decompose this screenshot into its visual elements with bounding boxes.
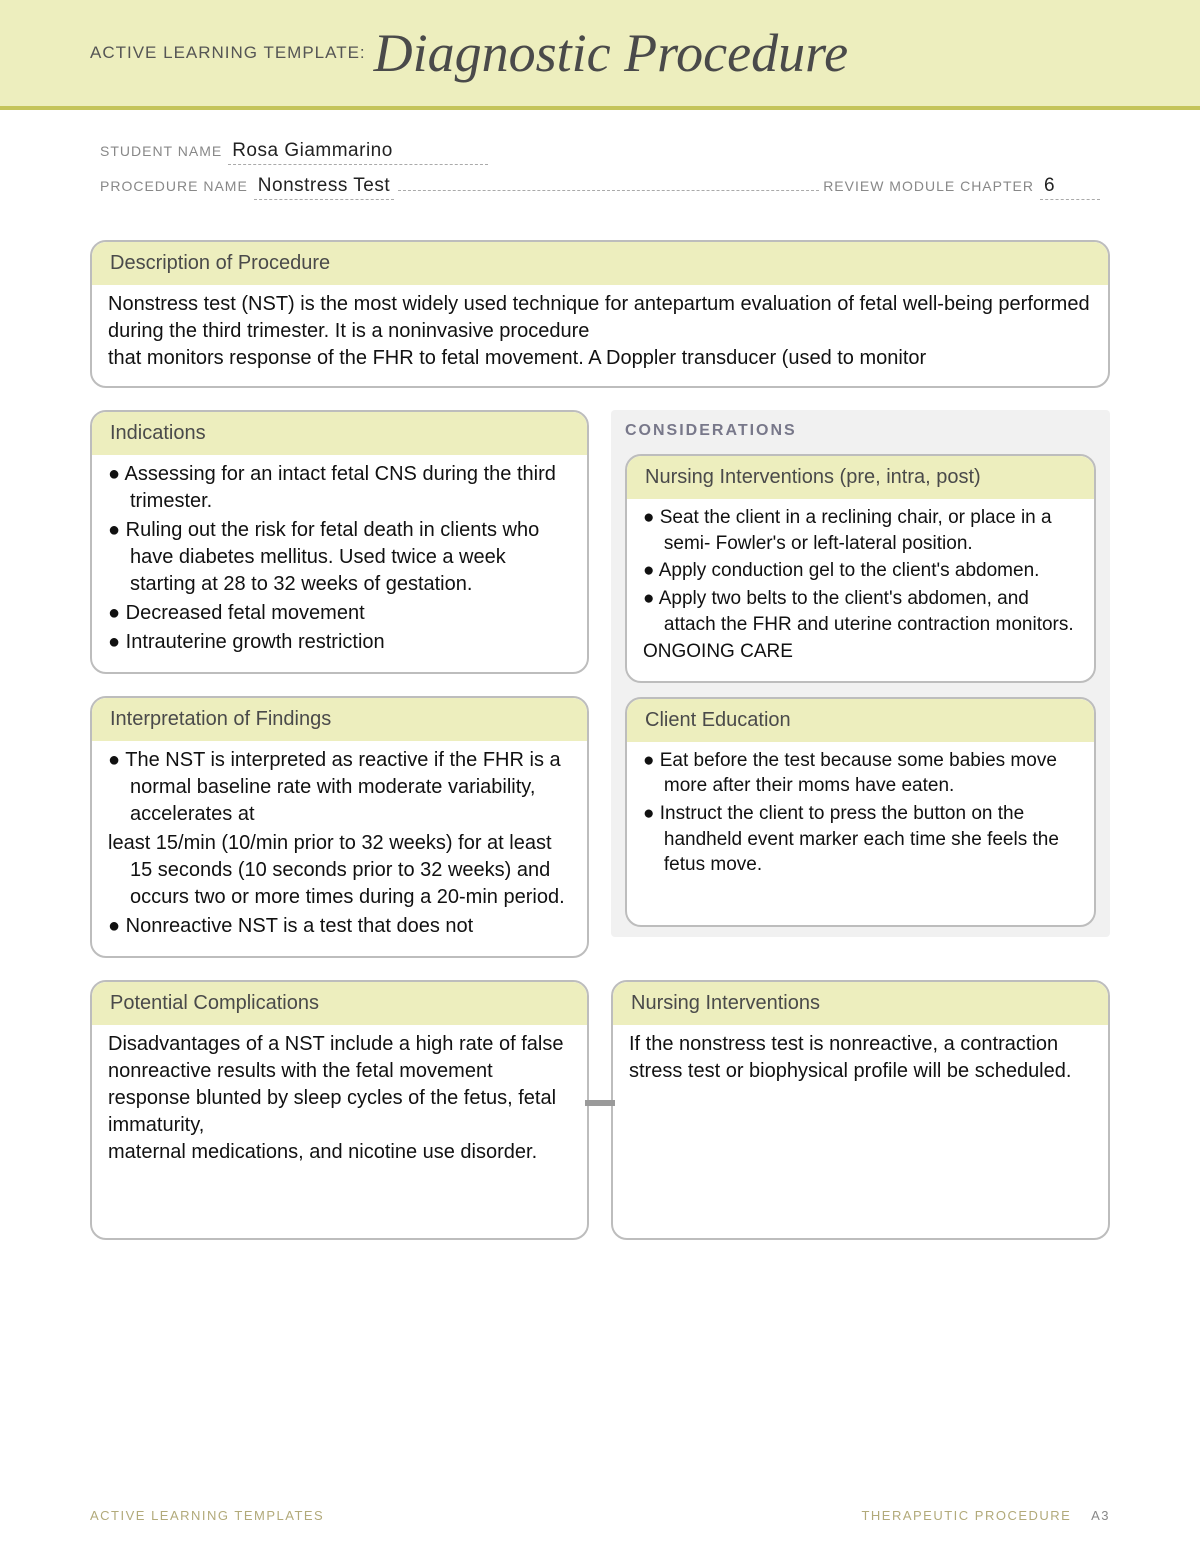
description-box: Description of Procedure Nonstress test …	[90, 240, 1110, 388]
nursing-pre-item: ONGOING CARE	[643, 639, 1078, 665]
nursing-pre-item: ● Apply conduction gel to the client's a…	[643, 558, 1078, 584]
nursing-int-body: If the nonstress test is nonreactive, a …	[613, 1025, 1108, 1099]
bottom-row: Potential Complications Disadvantages of…	[90, 980, 1110, 1262]
description-title: Description of Procedure	[92, 242, 1108, 285]
nursing-int-title: Nursing Interventions	[613, 982, 1108, 1025]
right-column: CONSIDERATIONS Nursing Interventions (pr…	[611, 410, 1110, 980]
bottom-left: Potential Complications Disadvantages of…	[90, 980, 589, 1262]
footer-right: THERAPEUTIC PROCEDURE A3	[861, 1508, 1110, 1523]
nursing-pre-title: Nursing Interventions (pre, intra, post)	[627, 456, 1094, 499]
complications-box: Potential Complications Disadvantages of…	[90, 980, 589, 1240]
interpretation-body: ● The NST is interpreted as reactive if …	[92, 741, 587, 956]
left-column: Indications ● Assessing for an intact fe…	[90, 410, 589, 980]
client-ed-box: Client Education ● Eat before the test b…	[625, 697, 1096, 927]
interpretation-title: Interpretation of Findings	[92, 698, 587, 741]
fill-line	[398, 176, 819, 191]
interpretation-item: least 15/min (10/min prior to 32 weeks) …	[108, 830, 571, 911]
chapter-label: REVIEW MODULE CHAPTER	[823, 178, 1034, 194]
page-footer: ACTIVE LEARNING TEMPLATES THERAPEUTIC PR…	[0, 1508, 1200, 1523]
nursing-pre-body: ● Seat the client in a reclining chair, …	[627, 499, 1094, 681]
middle-columns: Indications ● Assessing for an intact fe…	[90, 410, 1110, 980]
considerations-label: CONSIDERATIONS	[625, 422, 1096, 440]
client-ed-item: ● Eat before the test because some babie…	[643, 748, 1078, 799]
complications-text: Disadvantages of a NST include a high ra…	[108, 1033, 563, 1163]
client-ed-item: ● Instruct the client to press the butto…	[643, 801, 1078, 878]
interpretation-box: Interpretation of Findings ● The NST is …	[90, 696, 589, 958]
description-body: Nonstress test (NST) is the most widely …	[92, 285, 1108, 386]
bottom-right: Nursing Interventions If the nonstress t…	[611, 980, 1110, 1262]
student-name-row: STUDENT NAME Rosa Giammarino	[100, 140, 1100, 165]
indications-item: ● Assessing for an intact fetal CNS duri…	[108, 461, 571, 515]
procedure-name-value[interactable]: Nonstress Test	[254, 175, 394, 200]
footer-left: ACTIVE LEARNING TEMPLATES	[90, 1508, 324, 1523]
indications-item: ● Decreased fetal movement	[108, 600, 571, 627]
procedure-name-label: PROCEDURE NAME	[100, 178, 248, 194]
header-band: ACTIVE LEARNING TEMPLATE: Diagnostic Pro…	[0, 0, 1200, 110]
indications-item: ● Ruling out the risk for fetal death in…	[108, 517, 571, 598]
chapter-value[interactable]: 6	[1040, 175, 1100, 200]
indications-body: ● Assessing for an intact fetal CNS duri…	[92, 455, 587, 672]
header-prefix: ACTIVE LEARNING TEMPLATE:	[90, 43, 366, 63]
complications-title: Potential Complications	[92, 982, 587, 1025]
footer-page: A3	[1091, 1508, 1110, 1523]
nursing-int-box: Nursing Interventions If the nonstress t…	[611, 980, 1110, 1240]
student-name-value[interactable]: Rosa Giammarino	[228, 140, 488, 165]
indications-item: ● Intrauterine growth restriction	[108, 629, 571, 656]
footer-right-text: THERAPEUTIC PROCEDURE	[861, 1508, 1071, 1523]
interpretation-item: ● Nonreactive NST is a test that does no…	[108, 913, 571, 940]
description-text: Nonstress test (NST) is the most widely …	[108, 293, 1090, 369]
interpretation-item: ● The NST is interpreted as reactive if …	[108, 747, 571, 828]
client-ed-body: ● Eat before the test because some babie…	[627, 742, 1094, 894]
header-title: Diagnostic Procedure	[374, 22, 848, 84]
nursing-pre-box: Nursing Interventions (pre, intra, post)…	[625, 454, 1096, 683]
considerations-wrap: CONSIDERATIONS Nursing Interventions (pr…	[611, 410, 1110, 937]
meta-section: STUDENT NAME Rosa Giammarino PROCEDURE N…	[0, 110, 1200, 220]
connector-bar	[585, 1100, 615, 1106]
client-ed-title: Client Education	[627, 699, 1094, 742]
nursing-pre-item: ● Apply two belts to the client's abdome…	[643, 586, 1078, 637]
content-area: Description of Procedure Nonstress test …	[0, 220, 1200, 1302]
procedure-chapter-row: PROCEDURE NAME Nonstress Test REVIEW MOD…	[100, 175, 1100, 200]
complications-body: Disadvantages of a NST include a high ra…	[92, 1025, 587, 1180]
nursing-pre-item: ● Seat the client in a reclining chair, …	[643, 505, 1078, 556]
student-name-label: STUDENT NAME	[100, 143, 222, 159]
indications-box: Indications ● Assessing for an intact fe…	[90, 410, 589, 674]
indications-title: Indications	[92, 412, 587, 455]
nursing-int-text: If the nonstress test is nonreactive, a …	[629, 1033, 1071, 1082]
